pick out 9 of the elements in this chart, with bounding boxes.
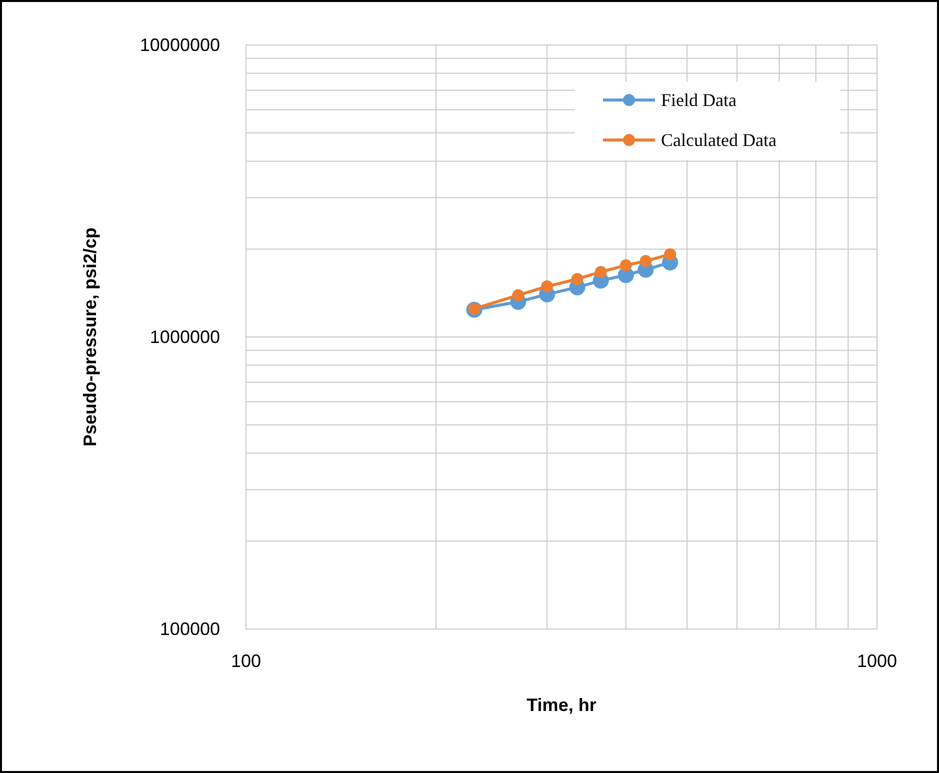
x-axis-title: Time, hr <box>526 695 596 715</box>
y-tick-label: 1000000 <box>150 327 220 347</box>
y-axis-title: Pseudo-pressure, psi2/cp <box>80 227 100 447</box>
x-tick-label: 100 <box>230 651 262 671</box>
legend-label: Field Data <box>661 90 736 110</box>
x-tick-label: 1000 <box>856 651 898 671</box>
y-tick-label: 100000 <box>160 619 220 639</box>
legend-label: Calculated Data <box>661 130 776 150</box>
y-tick-label: 10000000 <box>140 35 220 55</box>
